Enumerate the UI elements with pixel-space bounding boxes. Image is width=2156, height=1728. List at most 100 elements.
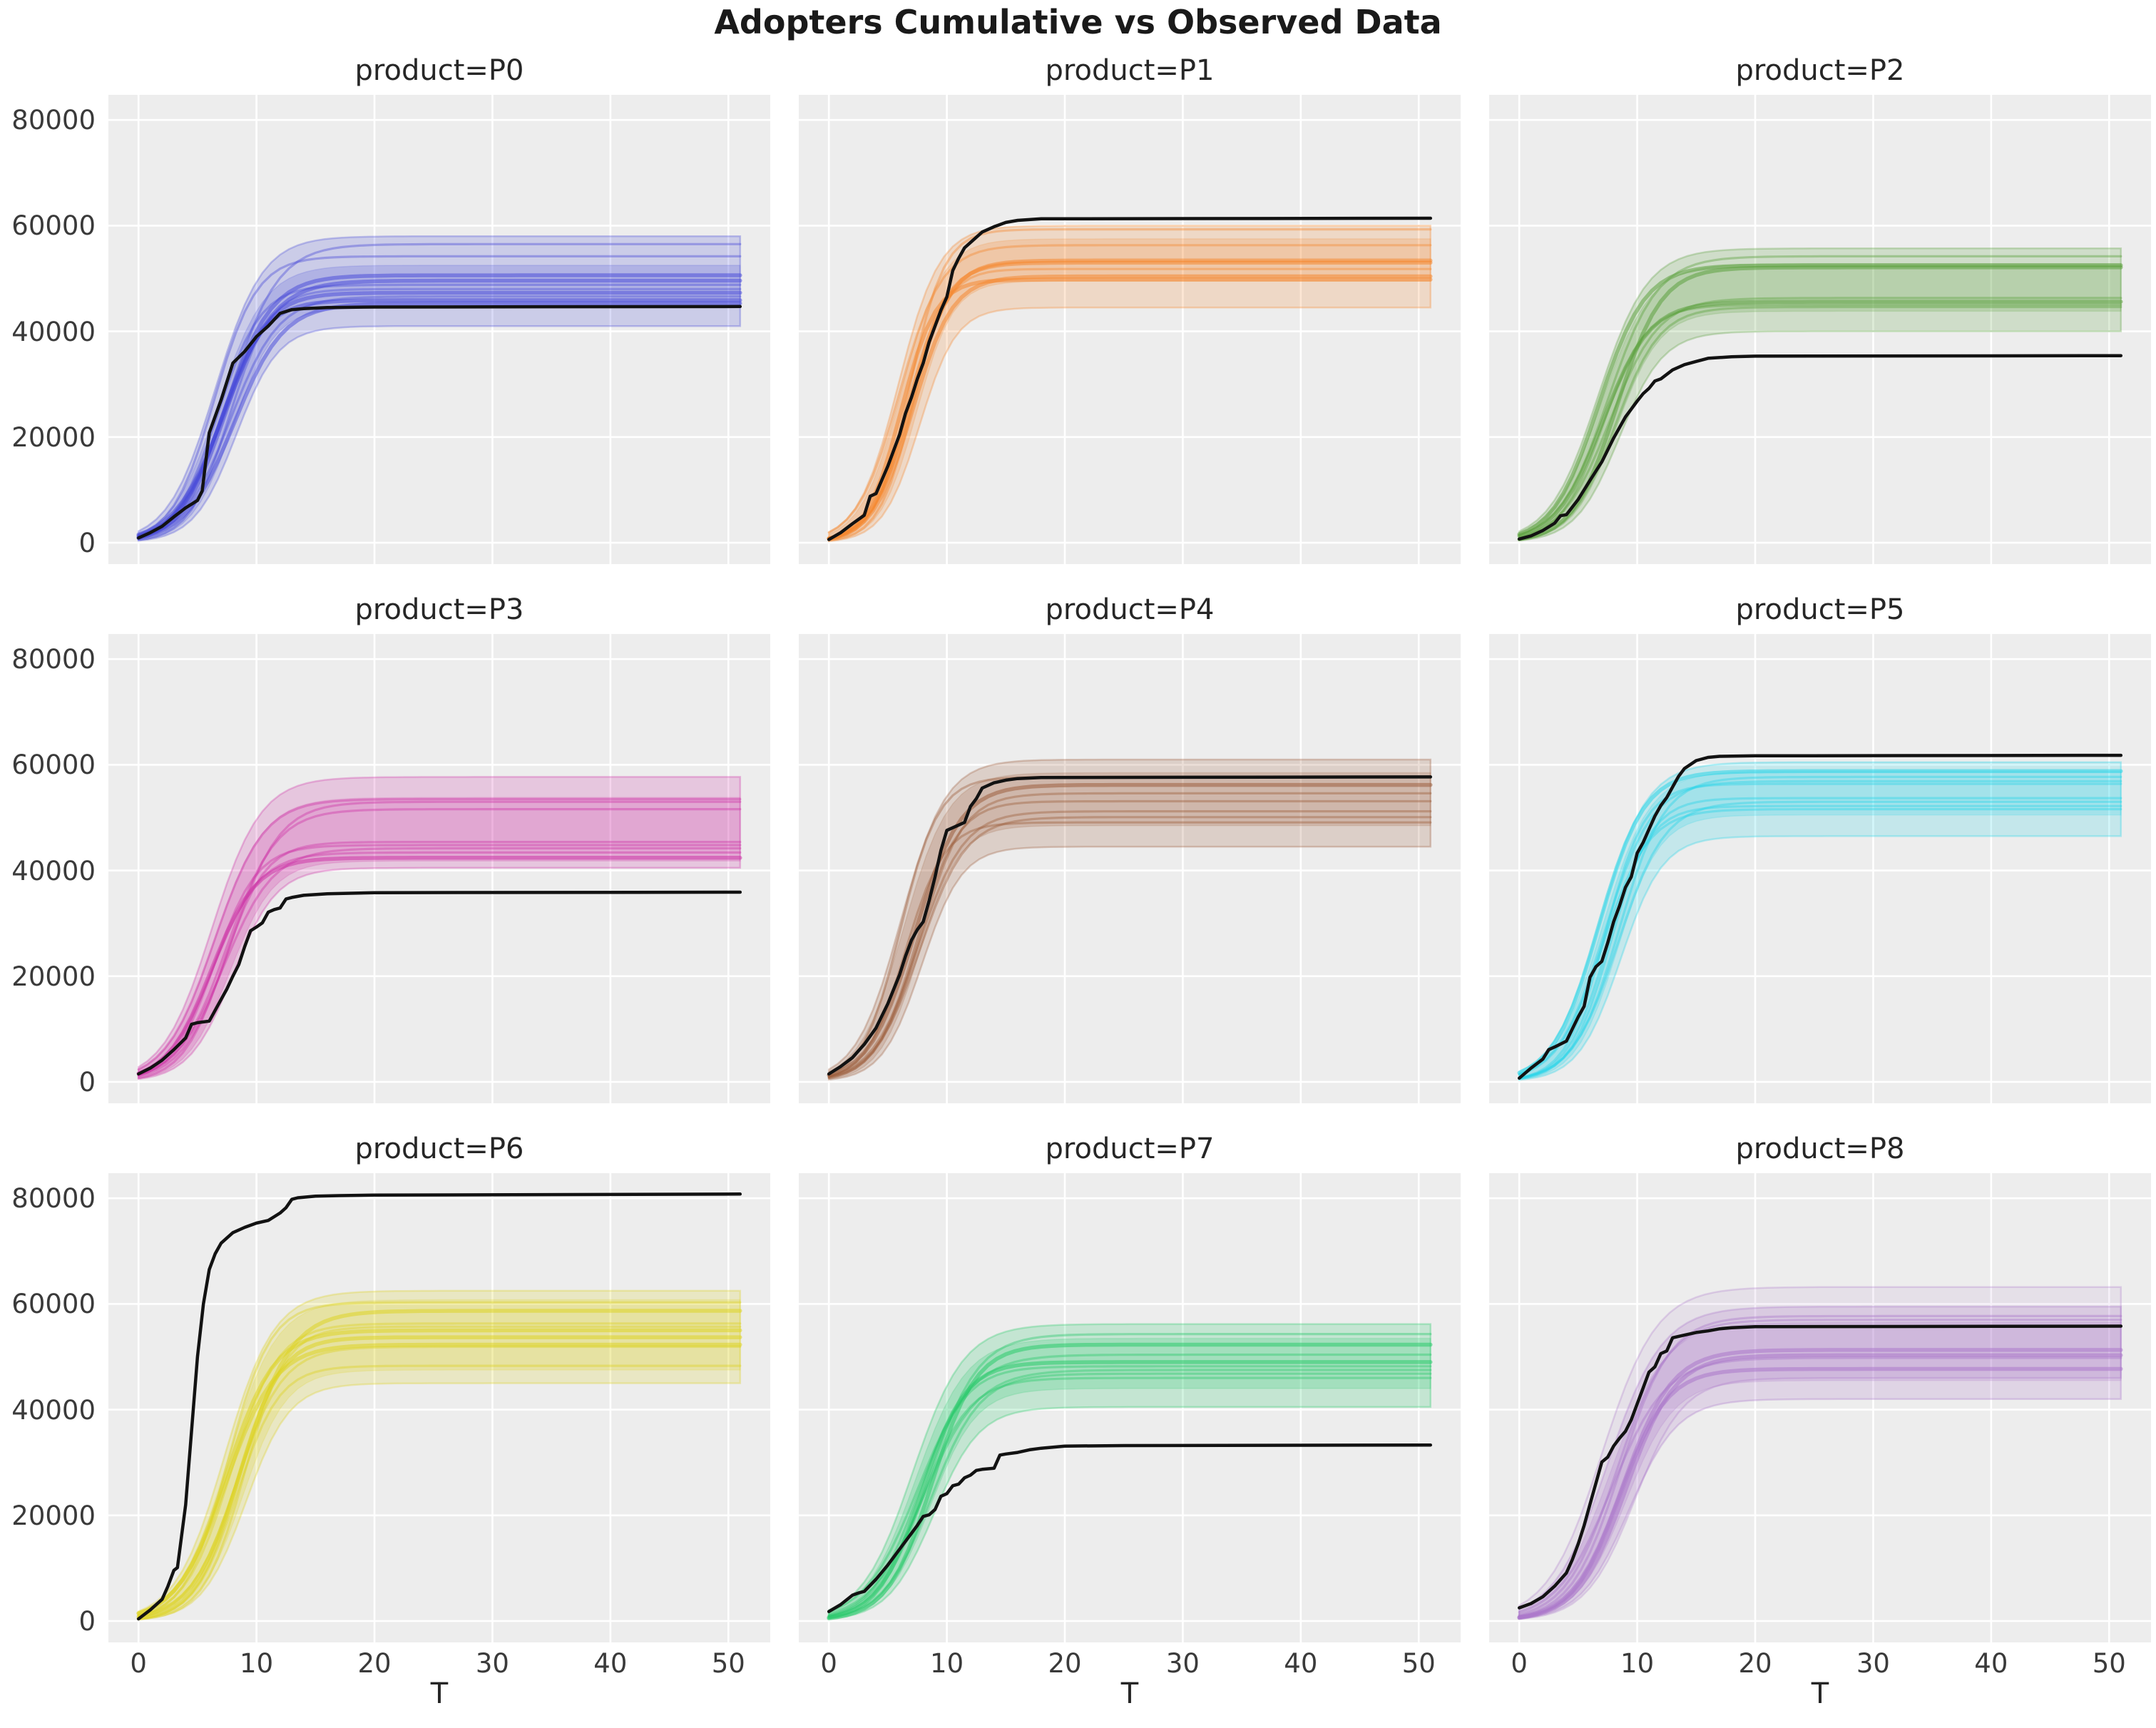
y-tick-label: 20000 [11, 421, 96, 453]
x-axis-tick-labels: 0 10 20 30 40 50 [108, 1642, 770, 1679]
figure-title: Adopters Cumulative vs Observed Data [714, 3, 1442, 41]
posterior-draw-line [136, 856, 742, 1075]
subplot-title: product=P0 [354, 53, 524, 87]
y-tick-label: 40000 [11, 316, 96, 347]
y-tick-label: 80000 [11, 644, 96, 675]
subplot-P6: 0 20000 40000 60000 80000 product=P6 0 10 20 30… [11, 1124, 770, 1714]
subplot-P2: product=P2 [1489, 46, 2151, 635]
panel-background [799, 1173, 1461, 1642]
posterior-draw-line [137, 1364, 742, 1620]
subplot-P0: 0 20000 40000 60000 80000 product=P0 [11, 46, 770, 635]
posterior-draw-line [136, 1328, 742, 1616]
plot-area [1489, 634, 2151, 1103]
posterior-draw-line [827, 810, 1432, 1078]
panel-background [1489, 95, 2151, 564]
observed-line [1517, 354, 2123, 541]
y-tick-label: 60000 [11, 210, 96, 242]
subplot-P7: product=P7 0 10 20 30 40 50 T [799, 1124, 1461, 1714]
posterior-draw-line [137, 1325, 742, 1621]
y-tick-label: 0 [78, 527, 96, 558]
plot-area [799, 95, 1461, 564]
uncertainty-band [137, 1289, 742, 1620]
posterior-draw-line [137, 1301, 742, 1617]
observed-line [1517, 1324, 2123, 1610]
uncertainty-band [827, 225, 1432, 543]
x-tick-label: 20 [357, 1648, 392, 1679]
posterior-draw-line [137, 841, 742, 1080]
posterior-draw-line [137, 808, 742, 1076]
posterior-draw-line [827, 1369, 1432, 1615]
posterior-draw-line [1518, 775, 2122, 1080]
y-tick-label: 60000 [11, 1289, 96, 1320]
posterior-draw-line [827, 1372, 1432, 1619]
x-tick-label: 0 [1511, 1648, 1528, 1679]
observed-line [136, 1192, 742, 1621]
subplot-title: product=P4 [1045, 593, 1215, 626]
subplot-title: product=P6 [354, 1132, 524, 1165]
panel-background [1489, 634, 2151, 1103]
x-tick-label: 20 [1738, 1648, 1772, 1679]
plot-area [108, 634, 770, 1103]
x-axis-tick-labels: 0 10 20 30 40 50 [799, 1642, 1461, 1679]
posterior-draw-line [136, 1335, 742, 1620]
x-tick-label: 30 [475, 1648, 509, 1679]
posterior-draw-line [1517, 1366, 2123, 1620]
y-axis-tick-labels [690, 95, 786, 564]
posterior-draw-line [1517, 263, 2123, 536]
y-axis-tick-labels [690, 634, 786, 1103]
posterior-draw-line [1518, 255, 2122, 536]
subplot-title: product=P5 [1735, 593, 1905, 626]
y-axis-tick-labels [1381, 1173, 1476, 1642]
posterior-draw-line [827, 228, 1432, 541]
subplot-title: product=P3 [354, 593, 524, 626]
posterior-draw-line [137, 295, 742, 539]
x-tick-label: 40 [593, 1648, 628, 1679]
plot-area [799, 634, 1461, 1103]
observed-line [1517, 753, 2123, 1080]
uncertainty-band [1518, 247, 2122, 542]
posterior-draw-line [137, 800, 742, 1078]
x-tick-label: 0 [130, 1648, 147, 1679]
x-axis-label: T [1120, 1677, 1139, 1710]
posterior-draw-line [1517, 265, 2123, 542]
x-axis-tick-labels: 0 10 20 30 40 50 [1489, 1642, 2151, 1679]
panel-background [108, 1173, 770, 1642]
x-axis-label: T [1811, 1677, 1829, 1710]
x-tick-label: 30 [1165, 1648, 1200, 1679]
posterior-draw-line [137, 844, 742, 1077]
x-tick-label: 0 [820, 1648, 837, 1679]
x-tick-label: 10 [1620, 1648, 1655, 1679]
y-tick-label: 80000 [11, 1183, 96, 1215]
x-axis-label: T [430, 1677, 449, 1710]
posterior-draw-line [827, 260, 1433, 541]
uncertainty-band [827, 758, 1432, 1081]
posterior-draw-line [827, 816, 1432, 1078]
y-axis-tick-labels [1381, 634, 1476, 1103]
posterior-draw-line [827, 1353, 1432, 1613]
y-tick-label: 0 [78, 1066, 96, 1098]
subplot-title: product=P2 [1735, 53, 1905, 87]
plot-area [108, 95, 770, 564]
y-tick-label: 40000 [11, 855, 96, 886]
x-tick-label: 40 [1974, 1648, 2008, 1679]
y-axis-tick-labels: 0 20000 40000 60000 80000 [0, 1173, 96, 1642]
posterior-draw-line [1518, 779, 2122, 1075]
panel-background [799, 634, 1461, 1103]
posterior-draw-line [827, 1365, 1432, 1617]
x-tick-label: 40 [1284, 1648, 1318, 1679]
panel-background [108, 634, 770, 1103]
posterior-draw-line [1518, 305, 2122, 541]
uncertainty-band [1518, 761, 2122, 1081]
posterior-draw-line [827, 1342, 1433, 1621]
uncertainty-band-inner [828, 1337, 1431, 1620]
subplot-P1: product=P1 [799, 46, 1461, 635]
x-tick-label: 10 [240, 1648, 274, 1679]
posterior-draw-line [1518, 1314, 2122, 1617]
x-tick-label: 50 [2092, 1648, 2126, 1679]
x-tick-label: 20 [1048, 1648, 1082, 1679]
observed-line [136, 890, 742, 1076]
y-tick-label: 40000 [11, 1394, 96, 1426]
uncertainty-band-inner [138, 797, 741, 1080]
x-tick-label: 30 [1856, 1648, 1890, 1679]
